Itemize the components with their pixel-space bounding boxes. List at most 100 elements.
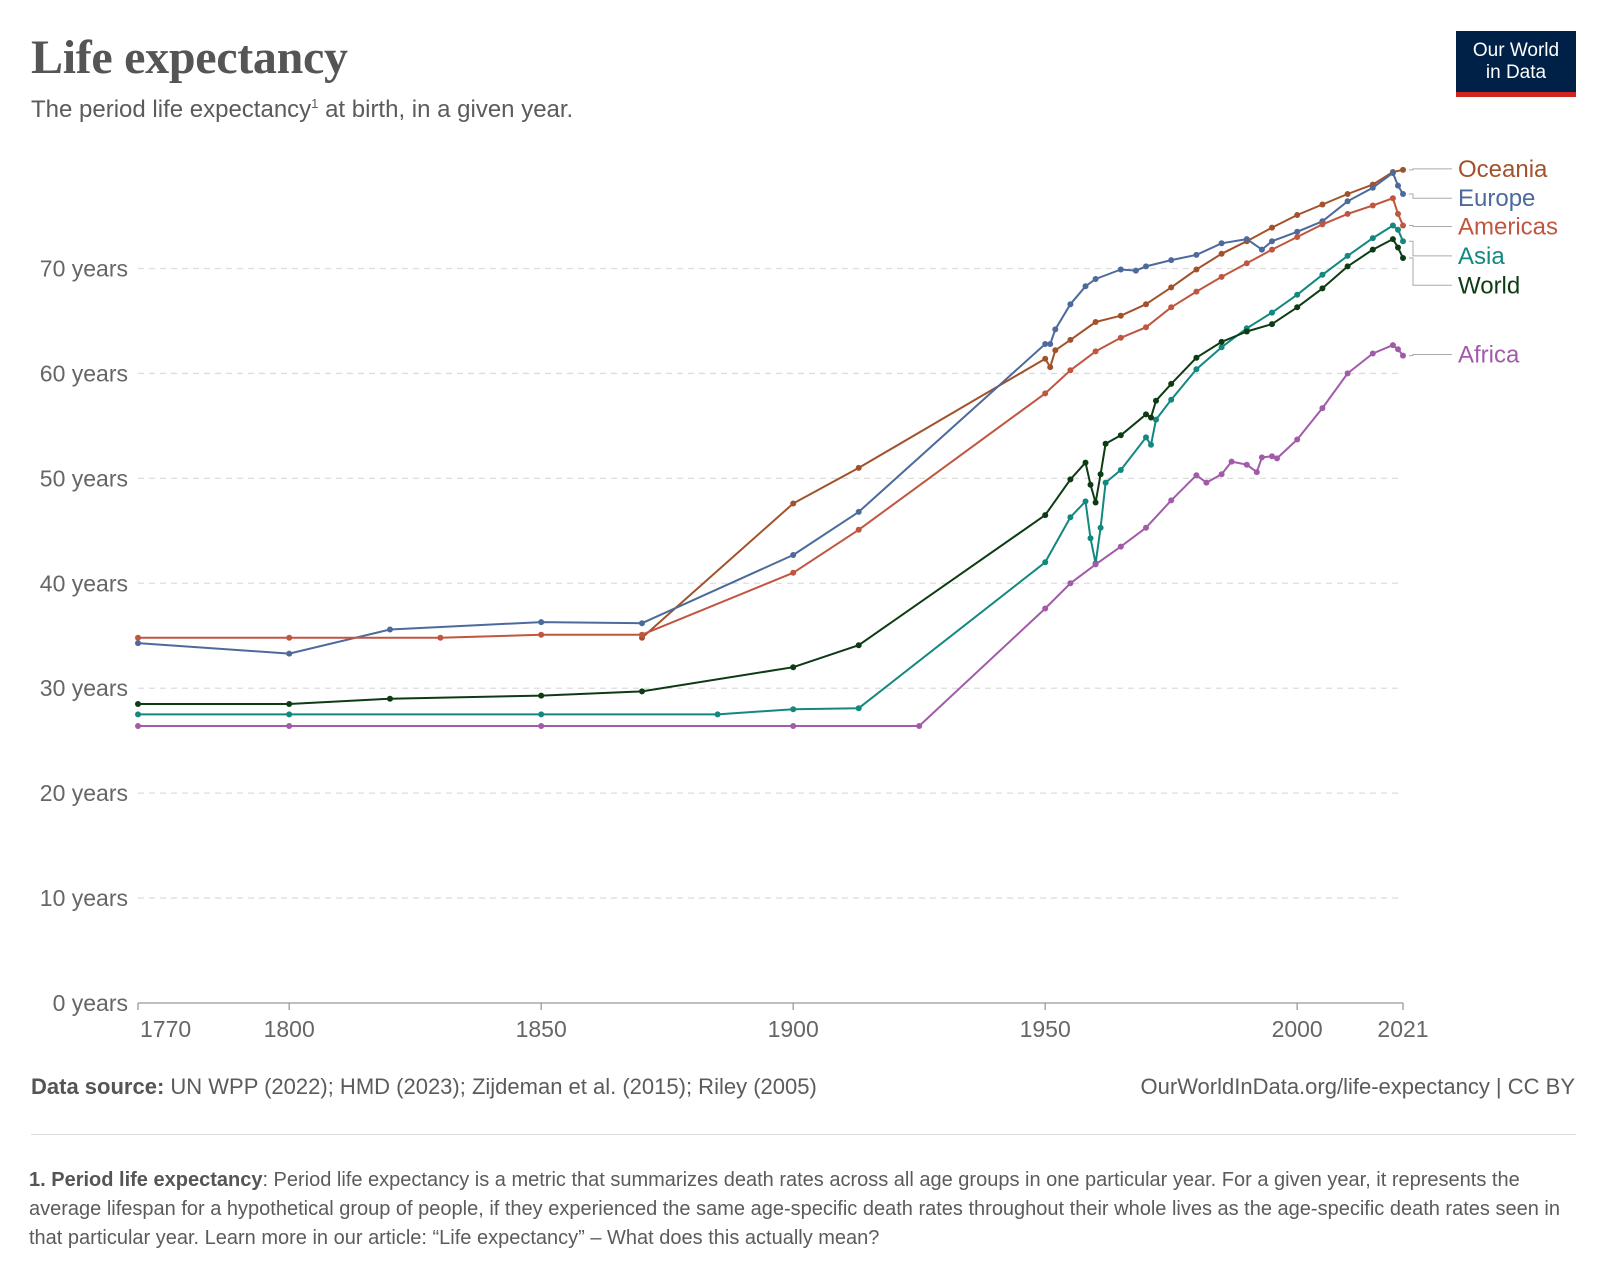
x-tick-label: 2021 [1377,1016,1428,1042]
data-point [135,640,141,647]
data-point [1067,514,1074,521]
data-point [1193,266,1200,273]
logo-line-2: in Data [1485,62,1547,83]
data-point [1082,459,1089,466]
data-point [1243,236,1250,243]
series-label-oceania: Oceania [1458,156,1548,183]
data-point [1042,605,1049,612]
data-point [437,634,444,641]
data-point [1395,210,1401,217]
data-point [790,569,797,576]
data-point [1319,221,1326,228]
data-point [855,508,862,515]
data-point [1344,370,1351,377]
data-point [1344,210,1351,217]
data-point [1168,497,1175,504]
data-point [790,664,797,671]
data-point [1294,234,1301,240]
data-point [1143,434,1149,441]
data-point [1389,170,1396,176]
data-point [1319,201,1326,208]
data-point [1218,273,1225,280]
series-line-americas [138,197,1404,639]
y-tick-label: 60 years [40,360,128,386]
data-point [1067,301,1074,308]
y-tick-label: 10 years [40,885,128,911]
data-point [855,705,862,712]
footnote-marker[interactable]: 1 [311,96,319,111]
data-point [1294,291,1301,298]
label-connector [1409,240,1452,257]
y-axis-tick-labels: 0 years 10 years 20 years 30 years 40 years 5… [40,256,128,1017]
data-point [1117,312,1124,319]
data-point [790,552,797,558]
series-line-world [138,238,1404,705]
data-point [1344,263,1351,270]
x-tick-label: 1800 [264,1016,315,1042]
line-chart: 0 years 10 years 20 years 30 years 40 years 5… [40,156,1558,1042]
data-point [387,626,393,633]
data-point [135,634,141,641]
data-point [1400,166,1406,173]
data-point [1274,455,1280,462]
chart-subtitle: The period life expectancy1 at birth, in… [31,96,573,124]
data-source: Data source: UN WPP (2022); HMD (2023); … [31,1074,817,1100]
data-point [538,619,545,626]
data-point [1369,350,1376,357]
series-asia [135,222,1406,718]
data-point [1092,561,1099,568]
data-point [1193,472,1200,479]
data-point [1052,326,1059,333]
x-axis: 1770 1800 1850 1900 1950 2000 2021 [137,1002,1429,1042]
data-point [855,642,862,649]
data-point [1193,251,1200,258]
owid-logo[interactable]: Our World in Data [1456,31,1576,97]
data-point [1092,348,1099,355]
data-point [855,464,862,471]
data-point [1153,416,1159,423]
logo-line-1: Our World [1472,40,1560,61]
data-point [714,711,721,718]
data-point [1294,304,1301,311]
data-point [916,723,923,729]
label-connector [1409,224,1452,228]
series-label-americas: Americas [1458,214,1558,241]
data-point [1168,257,1175,264]
y-tick-label: 0 years [53,990,128,1016]
data-point [790,706,797,713]
source-url-link[interactable]: OurWorldInData.org/life-expectancy | CC … [1140,1074,1575,1099]
data-point [1168,380,1175,387]
data-point [1092,276,1099,282]
series-label-europe: Europe [1458,185,1535,212]
data-point [1400,191,1406,197]
data-point [1047,364,1054,371]
data-point [1168,304,1175,311]
data-point [1319,271,1326,278]
data-point [1087,535,1094,542]
series-lines [135,166,1406,729]
data-point [1369,246,1376,253]
series-label-asia: Asia [1458,243,1505,270]
data-source-text: UN WPP (2022); HMD (2023); Zijdeman et a… [164,1074,817,1099]
data-point [1148,441,1154,448]
data-point [1117,266,1124,273]
data-point [1052,347,1059,354]
data-point [639,620,645,627]
data-point [1067,367,1074,374]
data-point [1047,341,1054,347]
subtitle-rest: at birth, in a given year. [318,96,574,123]
data-point [1389,342,1396,349]
data-point [1319,285,1326,292]
data-point [135,723,141,729]
data-point [1228,458,1235,465]
x-tick-label: 2000 [1272,1016,1323,1042]
data-point [1143,324,1149,331]
data-point [286,650,293,657]
data-point [1369,235,1376,242]
label-connector [1409,257,1452,286]
data-point [1395,244,1401,251]
data-point [1218,250,1225,257]
x-tick-label: 1770 [140,1016,191,1042]
data-point [1258,454,1265,461]
x-tick-label: 1900 [768,1016,819,1042]
